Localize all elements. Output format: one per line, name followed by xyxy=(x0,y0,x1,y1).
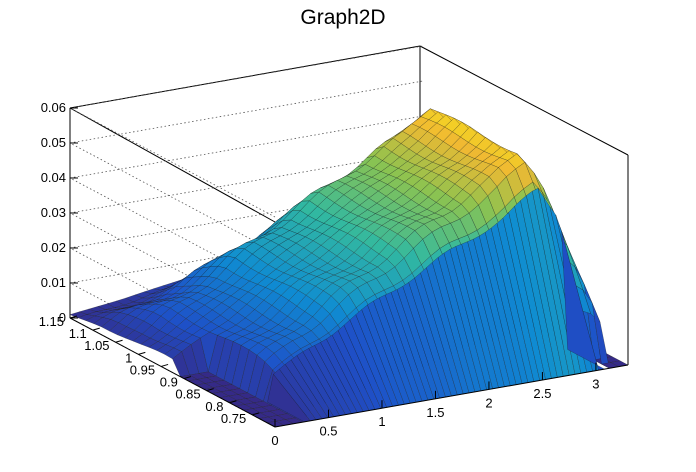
z-tick-label: 0 xyxy=(59,310,66,325)
y-tick-label: 0.95 xyxy=(130,362,155,377)
grid-line-z-side xyxy=(69,142,276,253)
surface-mesh xyxy=(69,108,629,428)
y-tick xyxy=(69,315,78,319)
y-tick-label: 0.8 xyxy=(205,399,223,414)
y-tick xyxy=(183,376,192,380)
z-axis: 0 0.01 0.02 0.03 0.04 0.05 0.06 xyxy=(41,100,78,325)
y-tick-label: 1 xyxy=(125,350,132,365)
y-axis: 1.15 1.11.05 10.95 0.90.85 0.80.75 xyxy=(39,314,260,426)
y-tick xyxy=(229,400,237,404)
y-tick-label: 1.15 xyxy=(39,314,64,329)
y-tick-label: 0.75 xyxy=(221,411,246,426)
x-axis: 0 0.5 1 1.5 2 2.5 3 xyxy=(271,362,600,448)
x-tick-label: 2 xyxy=(485,395,492,410)
y-tick xyxy=(92,327,100,331)
y-tick-label: 1.05 xyxy=(84,338,109,353)
z-tick-label: 0.02 xyxy=(41,240,66,255)
z-tick-label: 0.01 xyxy=(41,275,66,290)
grid-line-z xyxy=(69,80,424,144)
grid-line-z-side xyxy=(69,212,276,323)
chart-title: Graph2D xyxy=(300,6,385,29)
x-tick-label: 0 xyxy=(271,433,278,448)
z-tick-label: 0.03 xyxy=(41,205,66,220)
y-tick xyxy=(115,339,123,343)
z-tick-label: 0.05 xyxy=(41,135,66,150)
grid-line-z-side xyxy=(69,177,276,288)
x-tick-label: 0.5 xyxy=(319,424,337,439)
y-tick xyxy=(206,388,214,392)
y-tick xyxy=(138,351,146,355)
y-tick-label: 1.1 xyxy=(69,326,87,341)
y-tick xyxy=(252,412,260,416)
y-tick xyxy=(160,363,169,367)
y-tick-label: 0.9 xyxy=(160,375,178,390)
z-tick-label: 0.04 xyxy=(41,170,66,185)
y-tick-label: 0.85 xyxy=(175,387,200,402)
x-tick-label: 1.5 xyxy=(426,405,444,420)
x-tick-label: 3 xyxy=(592,377,599,392)
grid-line-z-side xyxy=(69,107,276,218)
z-tick-label: 0.06 xyxy=(41,100,66,115)
x-tick-label: 2.5 xyxy=(533,386,551,401)
front-axes xyxy=(69,317,629,428)
x-tick-label: 1 xyxy=(378,414,385,429)
